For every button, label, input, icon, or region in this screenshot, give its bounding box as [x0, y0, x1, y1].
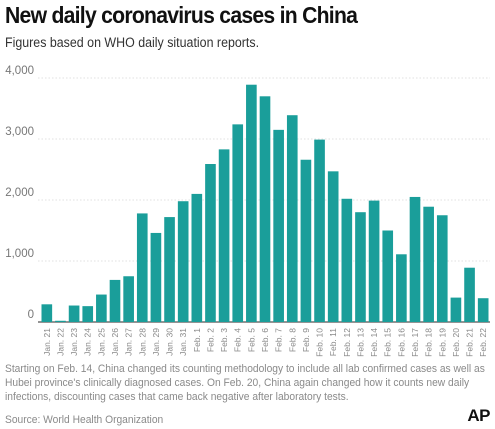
x-tick-label: Jan. 28 — [137, 328, 147, 356]
bar — [436, 215, 448, 322]
x-tick-label: Feb. 6 — [260, 328, 270, 352]
bar — [286, 115, 298, 323]
x-tick-label: Feb. 9 — [301, 328, 311, 352]
x-tick-label: Feb. 16 — [396, 328, 406, 357]
ap-logo: AP — [467, 406, 490, 425]
bar — [477, 298, 489, 322]
x-tick-label: Feb. 15 — [383, 328, 393, 357]
bar — [273, 129, 284, 322]
bar — [368, 200, 380, 322]
x-tick-label: Feb. 3 — [219, 328, 229, 352]
x-tick-label: Feb. 11 — [328, 328, 338, 356]
bar — [450, 297, 462, 322]
bar — [327, 171, 339, 322]
bar — [205, 164, 216, 322]
bar — [341, 198, 353, 322]
bar — [259, 96, 271, 322]
bar — [218, 149, 230, 322]
x-tick-label: Jan. 29 — [151, 328, 161, 356]
x-tick-label: Feb. 22 — [478, 328, 488, 357]
bar — [177, 201, 189, 322]
x-tick-label: Feb. 20 — [451, 328, 461, 357]
x-tick-label: Jan. 26 — [110, 328, 120, 356]
bar — [464, 267, 475, 322]
y-tick-label: 2,000 — [5, 187, 34, 199]
bar — [355, 212, 366, 322]
x-tick-label: Jan. 27 — [124, 328, 134, 356]
methodology-note: Starting on Feb. 14, China changed its c… — [5, 363, 485, 404]
x-tick-label: Jan. 25 — [96, 328, 106, 356]
bar — [191, 193, 203, 322]
x-tick-label: Jan. 30 — [165, 328, 175, 356]
bar — [314, 139, 325, 322]
x-tick-label: Feb. 18 — [424, 328, 434, 357]
x-tick-label: Feb. 10 — [315, 328, 325, 357]
x-tick-label: Feb. 13 — [355, 328, 365, 357]
x-tick-label: Feb. 14 — [369, 328, 379, 357]
bar — [68, 305, 80, 322]
x-tick-label: Feb. 8 — [287, 328, 297, 352]
y-tick-label: 4,000 — [5, 65, 34, 77]
bar — [300, 159, 312, 322]
x-tick-label: Jan. 31 — [178, 328, 188, 356]
x-tick-label: Feb. 1 — [192, 328, 202, 352]
bar — [123, 276, 134, 322]
x-tick-label: Feb. 2 — [205, 328, 215, 352]
y-tick-label: 3,000 — [5, 126, 34, 138]
chart-title: New daily coronavirus cases in China — [5, 2, 358, 28]
bar — [55, 320, 66, 322]
y-axis-tick-labels: 0 1,000 2,000 3,000 4,000 — [5, 65, 34, 321]
x-tick-label: Feb. 5 — [246, 328, 256, 352]
bar — [164, 217, 175, 322]
bar — [232, 124, 244, 322]
x-tick-label: Feb. 21 — [465, 328, 475, 357]
x-tick-label: Feb. 19 — [437, 328, 447, 357]
bar — [382, 230, 394, 322]
x-tick-label: Jan. 24 — [83, 328, 93, 356]
y-tick-label: 1,000 — [5, 248, 34, 260]
x-tick-label: Jan. 22 — [55, 328, 65, 356]
x-tick-label: Feb. 17 — [410, 328, 420, 357]
bar — [409, 196, 421, 322]
source-credit: Source: World Health Organization — [5, 414, 164, 426]
bar — [41, 304, 53, 322]
chart-subtitle: Figures based on WHO daily situation rep… — [5, 35, 260, 50]
bar — [96, 294, 107, 322]
x-tick-label: Feb. 12 — [342, 328, 352, 357]
x-axis-tick-labels: Jan. 21 Jan. 22 Jan. 23 Jan. 24 Jan. 25 Jan. … — [42, 328, 488, 357]
bar — [423, 206, 434, 322]
x-tick-label: Feb. 4 — [233, 328, 243, 352]
bar — [82, 306, 94, 322]
bar — [150, 232, 162, 322]
bar — [136, 213, 148, 322]
x-tick-label: Feb. 7 — [274, 328, 284, 352]
bars — [41, 84, 489, 323]
x-tick-label: Jan. 23 — [69, 328, 79, 356]
bar — [246, 84, 257, 323]
bar — [109, 279, 121, 322]
y-tick-label: 0 — [28, 309, 34, 321]
bar — [396, 254, 407, 322]
x-tick-label: Jan. 21 — [42, 328, 52, 356]
